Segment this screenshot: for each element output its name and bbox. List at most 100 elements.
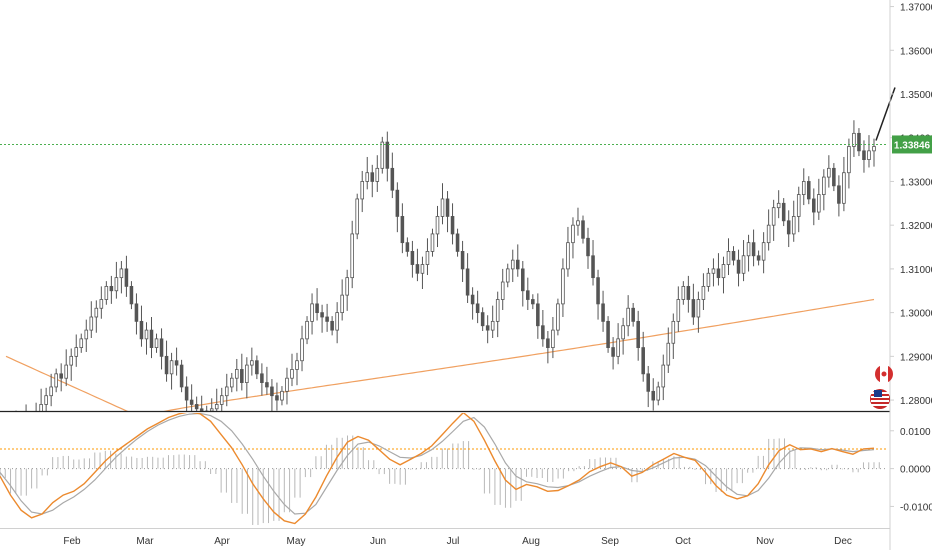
candle-body: [265, 382, 269, 388]
candle-body: [832, 167, 836, 187]
candle-body: [450, 216, 455, 235]
candle-body: [400, 216, 405, 244]
candle-body: [104, 285, 109, 300]
price-tick-label: 1.30000: [900, 309, 932, 320]
candle-body: [240, 369, 244, 383]
candle-body: [847, 146, 851, 174]
candle-body: [656, 386, 661, 401]
candle-body: [380, 141, 385, 169]
candle-body: [646, 373, 650, 392]
candle-body: [711, 268, 716, 274]
candle-body: [370, 172, 375, 182]
canada-flag-icon[interactable]: [875, 365, 893, 383]
candle-body: [119, 268, 124, 279]
price-tick-label: 1.35000: [900, 90, 932, 101]
last-price-label: 1.33846: [894, 140, 931, 151]
candle-body: [134, 303, 139, 322]
candle-body: [124, 268, 129, 287]
candle-body: [751, 242, 756, 257]
price-tick-label: 1.31000: [900, 265, 932, 276]
candle-body: [44, 395, 48, 405]
month-label: Mar: [136, 536, 154, 547]
candle-body: [611, 347, 615, 357]
month-label: Aug: [522, 536, 540, 547]
candle-body: [872, 146, 876, 152]
candle-body: [490, 320, 495, 331]
candle-body: [194, 404, 199, 410]
candle-body: [827, 167, 831, 178]
candle-body: [606, 320, 610, 349]
candle-body: [390, 167, 395, 191]
candle-body: [556, 303, 560, 331]
candle-body: [69, 355, 74, 366]
candle-body: [536, 303, 540, 327]
candle-body: [475, 303, 480, 314]
candle-body: [305, 320, 309, 340]
candle-body: [164, 355, 169, 375]
candle-body: [696, 299, 701, 318]
candle-body: [209, 408, 214, 411]
candle-body: [631, 307, 635, 322]
candle-body: [435, 216, 440, 235]
candle-body: [641, 347, 645, 375]
candle-body: [771, 207, 776, 226]
candle-body: [270, 386, 274, 397]
maple-leaf-mark: [881, 371, 887, 377]
candle-body: [235, 369, 239, 379]
candle-body: [801, 181, 806, 195]
candle-body: [340, 294, 344, 314]
candle-body: [676, 299, 681, 322]
candle-body: [20, 422, 23, 426]
candle-body: [485, 325, 490, 331]
candle-body: [89, 316, 94, 331]
candle-body: [651, 390, 656, 401]
candle-body: [515, 259, 520, 270]
candle-body: [300, 338, 304, 362]
candle-body: [179, 364, 184, 388]
candle-body: [862, 150, 866, 160]
candle-body: [716, 268, 721, 279]
candle-body: [139, 320, 144, 340]
candle-body: [686, 285, 691, 300]
candle-body: [681, 285, 686, 300]
oscillator-slow-line: [0, 413, 875, 515]
candle-body: [79, 338, 84, 349]
oscillator-fast-line: [0, 413, 875, 525]
usa-flag-icon[interactable]: [870, 389, 890, 409]
month-label: Jun: [370, 536, 386, 547]
candle-body: [99, 299, 104, 309]
candle-body: [149, 329, 154, 349]
candle-body: [415, 264, 420, 274]
candle-body: [531, 299, 535, 305]
candle-body: [74, 347, 79, 357]
candle-body: [812, 198, 816, 213]
candle-body: [576, 220, 580, 226]
month-label: Sep: [601, 536, 619, 547]
candle-body: [566, 242, 570, 270]
candle-body: [505, 268, 510, 283]
candle-body: [385, 141, 390, 169]
projection-line: [875, 87, 896, 141]
moving-average-layer: [5, 298, 875, 411]
candle-body: [129, 285, 134, 305]
candle-body: [741, 255, 746, 274]
flag-stripe: [871, 404, 889, 406]
candle-body: [39, 404, 43, 411]
candle-body: [791, 216, 796, 235]
candle-body: [224, 386, 229, 397]
candle-body: [410, 251, 415, 265]
candle-body: [857, 132, 861, 152]
candle-body: [184, 386, 189, 401]
candle-body: [661, 364, 666, 388]
candle-body: [636, 320, 640, 349]
candle-body: [616, 338, 620, 357]
candle-body: [761, 242, 766, 261]
candle-body: [214, 404, 219, 410]
month-label: Nov: [756, 536, 774, 547]
candle-body: [295, 360, 299, 370]
candle-body: [746, 242, 751, 257]
candle-body: [731, 251, 736, 261]
candle-body: [159, 338, 164, 357]
